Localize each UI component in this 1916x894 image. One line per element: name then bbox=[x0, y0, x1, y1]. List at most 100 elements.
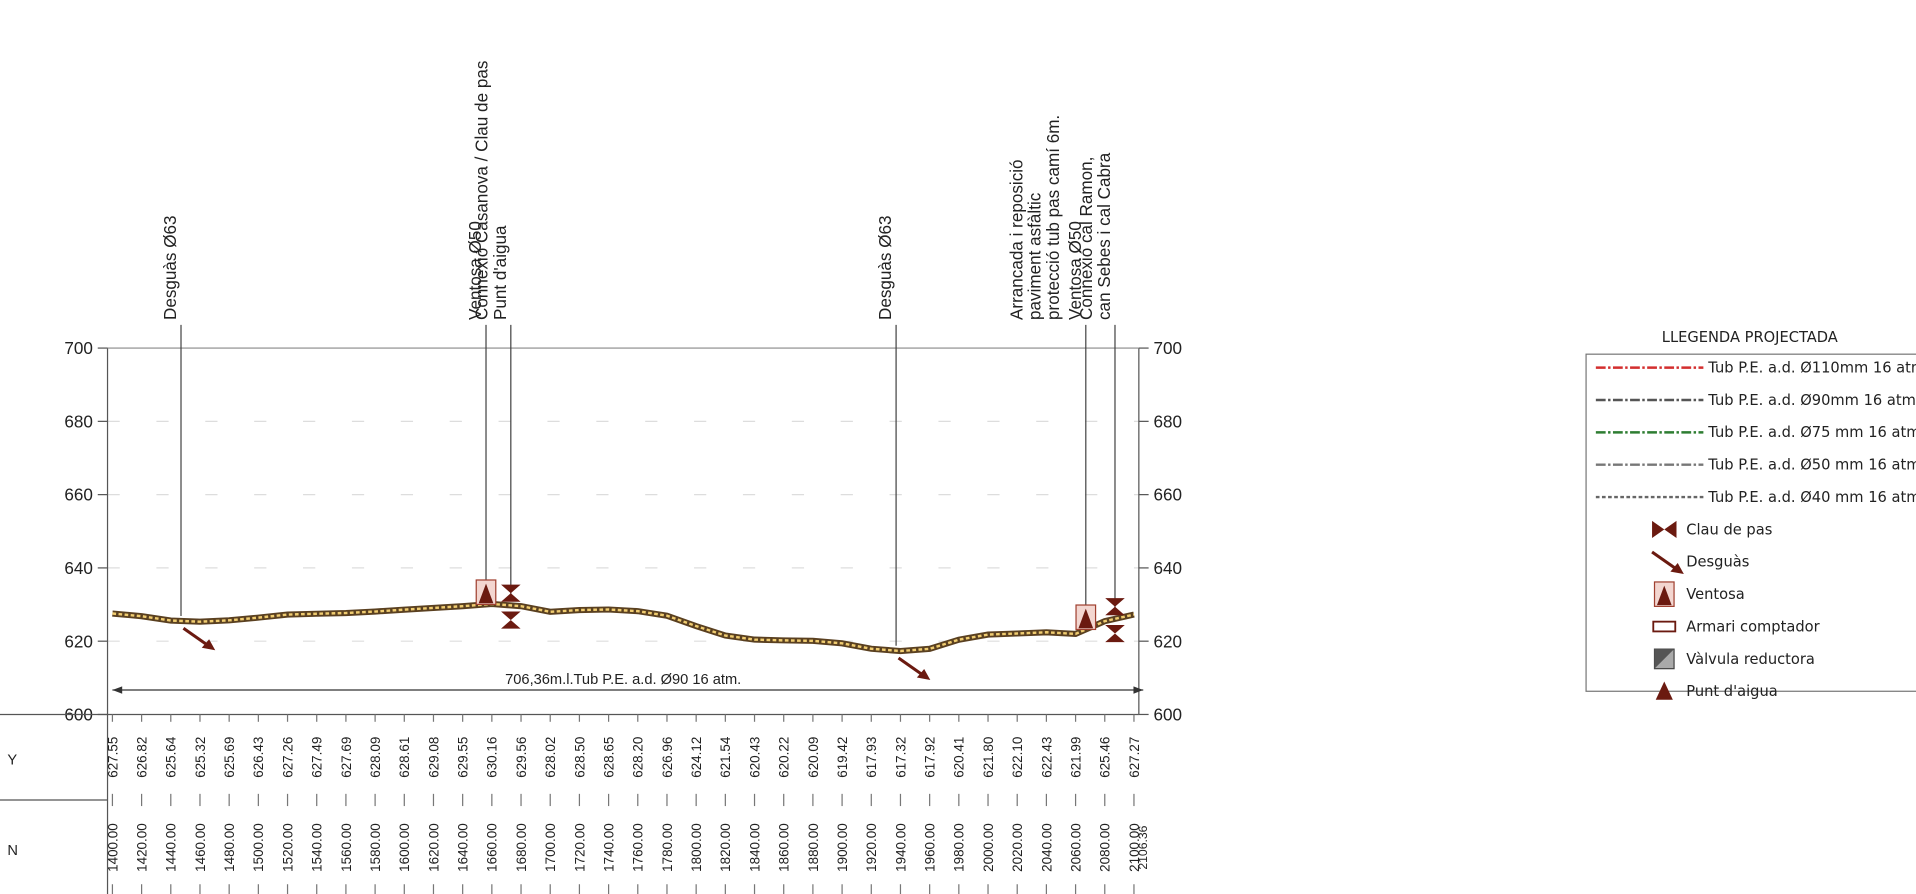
chainage-label: 2080.00 bbox=[1098, 823, 1113, 872]
chainage-label: 1960.00 bbox=[923, 823, 938, 872]
arrow-head bbox=[1670, 563, 1684, 575]
legend-label: Clau de pas bbox=[1686, 521, 1772, 538]
elevation-label: 621.80 bbox=[981, 737, 996, 778]
elevation-label: 620.09 bbox=[806, 737, 821, 778]
elevation-label: 625.69 bbox=[222, 737, 237, 778]
legend: LLEGENDA PROJECTADA Tub P.E. a.d. Ø110mm … bbox=[1585, 329, 1916, 700]
legend-symbol bbox=[1653, 648, 1675, 670]
legend-symbol bbox=[1651, 550, 1684, 575]
legend-label: Punt d'aigua bbox=[1686, 683, 1777, 700]
chainage-label: 1760.00 bbox=[631, 823, 646, 872]
chainage-label: 1780.00 bbox=[660, 823, 675, 872]
elevation-label: 625.46 bbox=[1098, 737, 1113, 778]
elevation-label: 617.93 bbox=[864, 737, 879, 778]
valve-icon bbox=[1652, 520, 1677, 538]
chainage-label: 2020.00 bbox=[1010, 823, 1025, 872]
chainage-label: 2040.00 bbox=[1039, 823, 1054, 872]
elevation-label: 620.22 bbox=[777, 737, 792, 778]
elevation-label: 628.20 bbox=[631, 737, 646, 778]
chainage-label: 1460.00 bbox=[193, 823, 208, 872]
elevation-label: 627.27 bbox=[1127, 737, 1142, 778]
annotation-label: Ventosa Ø50 bbox=[466, 221, 485, 320]
chainage-label: 1720.00 bbox=[572, 823, 587, 872]
legend-label: Tub P.E. a.d. Ø50 mm 16 atm bbox=[1707, 457, 1916, 474]
annotation-label: can Sebes i cal Cabra bbox=[1095, 152, 1114, 320]
annotation-label: Connexió cal Ramon, bbox=[1077, 157, 1096, 320]
elevation-label: 628.09 bbox=[368, 737, 383, 778]
legend-label: Ventosa bbox=[1686, 586, 1744, 603]
legend-symbol bbox=[1655, 681, 1673, 700]
y-tick-label: 700 bbox=[64, 339, 93, 358]
elevation-label: 622.10 bbox=[1010, 737, 1025, 778]
elevation-label: 626.82 bbox=[134, 737, 149, 778]
legend-label: Tub P.E. a.d. Ø40 mm 16 atm bbox=[1707, 489, 1916, 506]
ventosa-symbol bbox=[1075, 604, 1097, 631]
arrow-head bbox=[916, 668, 931, 680]
annotation-label: Desguàs Ø63 bbox=[876, 215, 895, 320]
dimension-arrow bbox=[1133, 686, 1144, 694]
chainage-label: 1440.00 bbox=[164, 823, 179, 872]
y-tick-label: 620 bbox=[1154, 632, 1183, 651]
chainage-label: 1420.00 bbox=[134, 823, 149, 872]
legend-title: LLEGENDA PROJECTADA bbox=[1662, 329, 1838, 346]
legend-symbol bbox=[1652, 620, 1677, 633]
ventosa-triangle bbox=[1656, 585, 1672, 606]
elevation-label: 627.55 bbox=[105, 737, 120, 778]
elevation-label: 628.61 bbox=[397, 737, 412, 778]
chainage-label: 1840.00 bbox=[747, 823, 762, 872]
legend-label: Armari comptador bbox=[1686, 618, 1820, 635]
y-tick-label: 660 bbox=[64, 486, 93, 505]
y-tick-label: 620 bbox=[64, 632, 93, 651]
water-point bbox=[1655, 681, 1673, 700]
chainage-label: 1660.00 bbox=[485, 823, 500, 872]
chainage-label: 1560.00 bbox=[339, 823, 354, 872]
chainage-label: 1520.00 bbox=[280, 823, 295, 872]
legend-box bbox=[1585, 353, 1916, 692]
y-tick-label: 640 bbox=[64, 559, 93, 578]
annotation-label: Connexió Casanova / Clau de pas bbox=[473, 61, 492, 320]
annotation-label: Arrancada i reposició bbox=[1007, 159, 1026, 320]
chainage-label: 1480.00 bbox=[222, 823, 237, 872]
chainage-label: 2000.00 bbox=[981, 823, 996, 872]
legend-label: Vàlvula reductora bbox=[1686, 651, 1815, 668]
chainage-label: 2100.00 bbox=[1127, 823, 1142, 872]
y-tick-label: 640 bbox=[1154, 559, 1183, 578]
chainage-label: 1940.00 bbox=[893, 823, 908, 872]
drain-symbol bbox=[897, 656, 931, 680]
chainage-label: 1980.00 bbox=[952, 823, 967, 872]
arrow-shaft bbox=[1651, 550, 1678, 571]
elevation-label: 627.69 bbox=[339, 737, 354, 778]
dimension-arrow bbox=[112, 686, 123, 694]
annotation-label: paviment asfàltic bbox=[1026, 192, 1045, 320]
elevation-label: 622.43 bbox=[1039, 737, 1054, 778]
ventosa-triangle bbox=[478, 583, 494, 604]
chainage-label: 1700.00 bbox=[543, 823, 558, 872]
chainage-label: 1740.00 bbox=[601, 823, 616, 872]
row-label: Y bbox=[7, 753, 17, 769]
arrow-shaft bbox=[897, 656, 924, 677]
legend-label: Desguàs bbox=[1686, 554, 1749, 571]
elevation-label: 621.99 bbox=[1068, 737, 1083, 778]
elevation-label: 620.41 bbox=[952, 737, 967, 778]
legend-symbol bbox=[1653, 581, 1675, 607]
chainage-label: 1580.00 bbox=[368, 823, 383, 872]
chainage-label: 1680.00 bbox=[514, 823, 529, 872]
arrow-shaft bbox=[182, 627, 209, 647]
y-tick-label: 700 bbox=[1154, 339, 1183, 358]
y-tick-label: 600 bbox=[1154, 706, 1183, 725]
chainage-label: 1920.00 bbox=[864, 823, 879, 872]
elevation-label: 626.96 bbox=[660, 737, 675, 778]
elevation-label: 625.64 bbox=[164, 736, 179, 778]
valve-symbol bbox=[501, 611, 521, 629]
ventosa-triangle bbox=[1078, 608, 1094, 629]
annotation-label: protecció tub pas camí 6m. bbox=[1044, 115, 1063, 320]
elevation-label: 628.50 bbox=[572, 737, 587, 778]
valve-icon bbox=[1105, 624, 1125, 643]
legend-label: Tub P.E. a.d. Ø75 mm 16 atm bbox=[1707, 424, 1916, 441]
elevation-label: 630.16 bbox=[485, 737, 500, 778]
elevation-label: 629.56 bbox=[514, 737, 529, 778]
chainage-label: 1540.00 bbox=[310, 823, 325, 872]
elevation-label: 627.49 bbox=[310, 737, 325, 778]
elevation-label: 626.43 bbox=[251, 737, 266, 778]
